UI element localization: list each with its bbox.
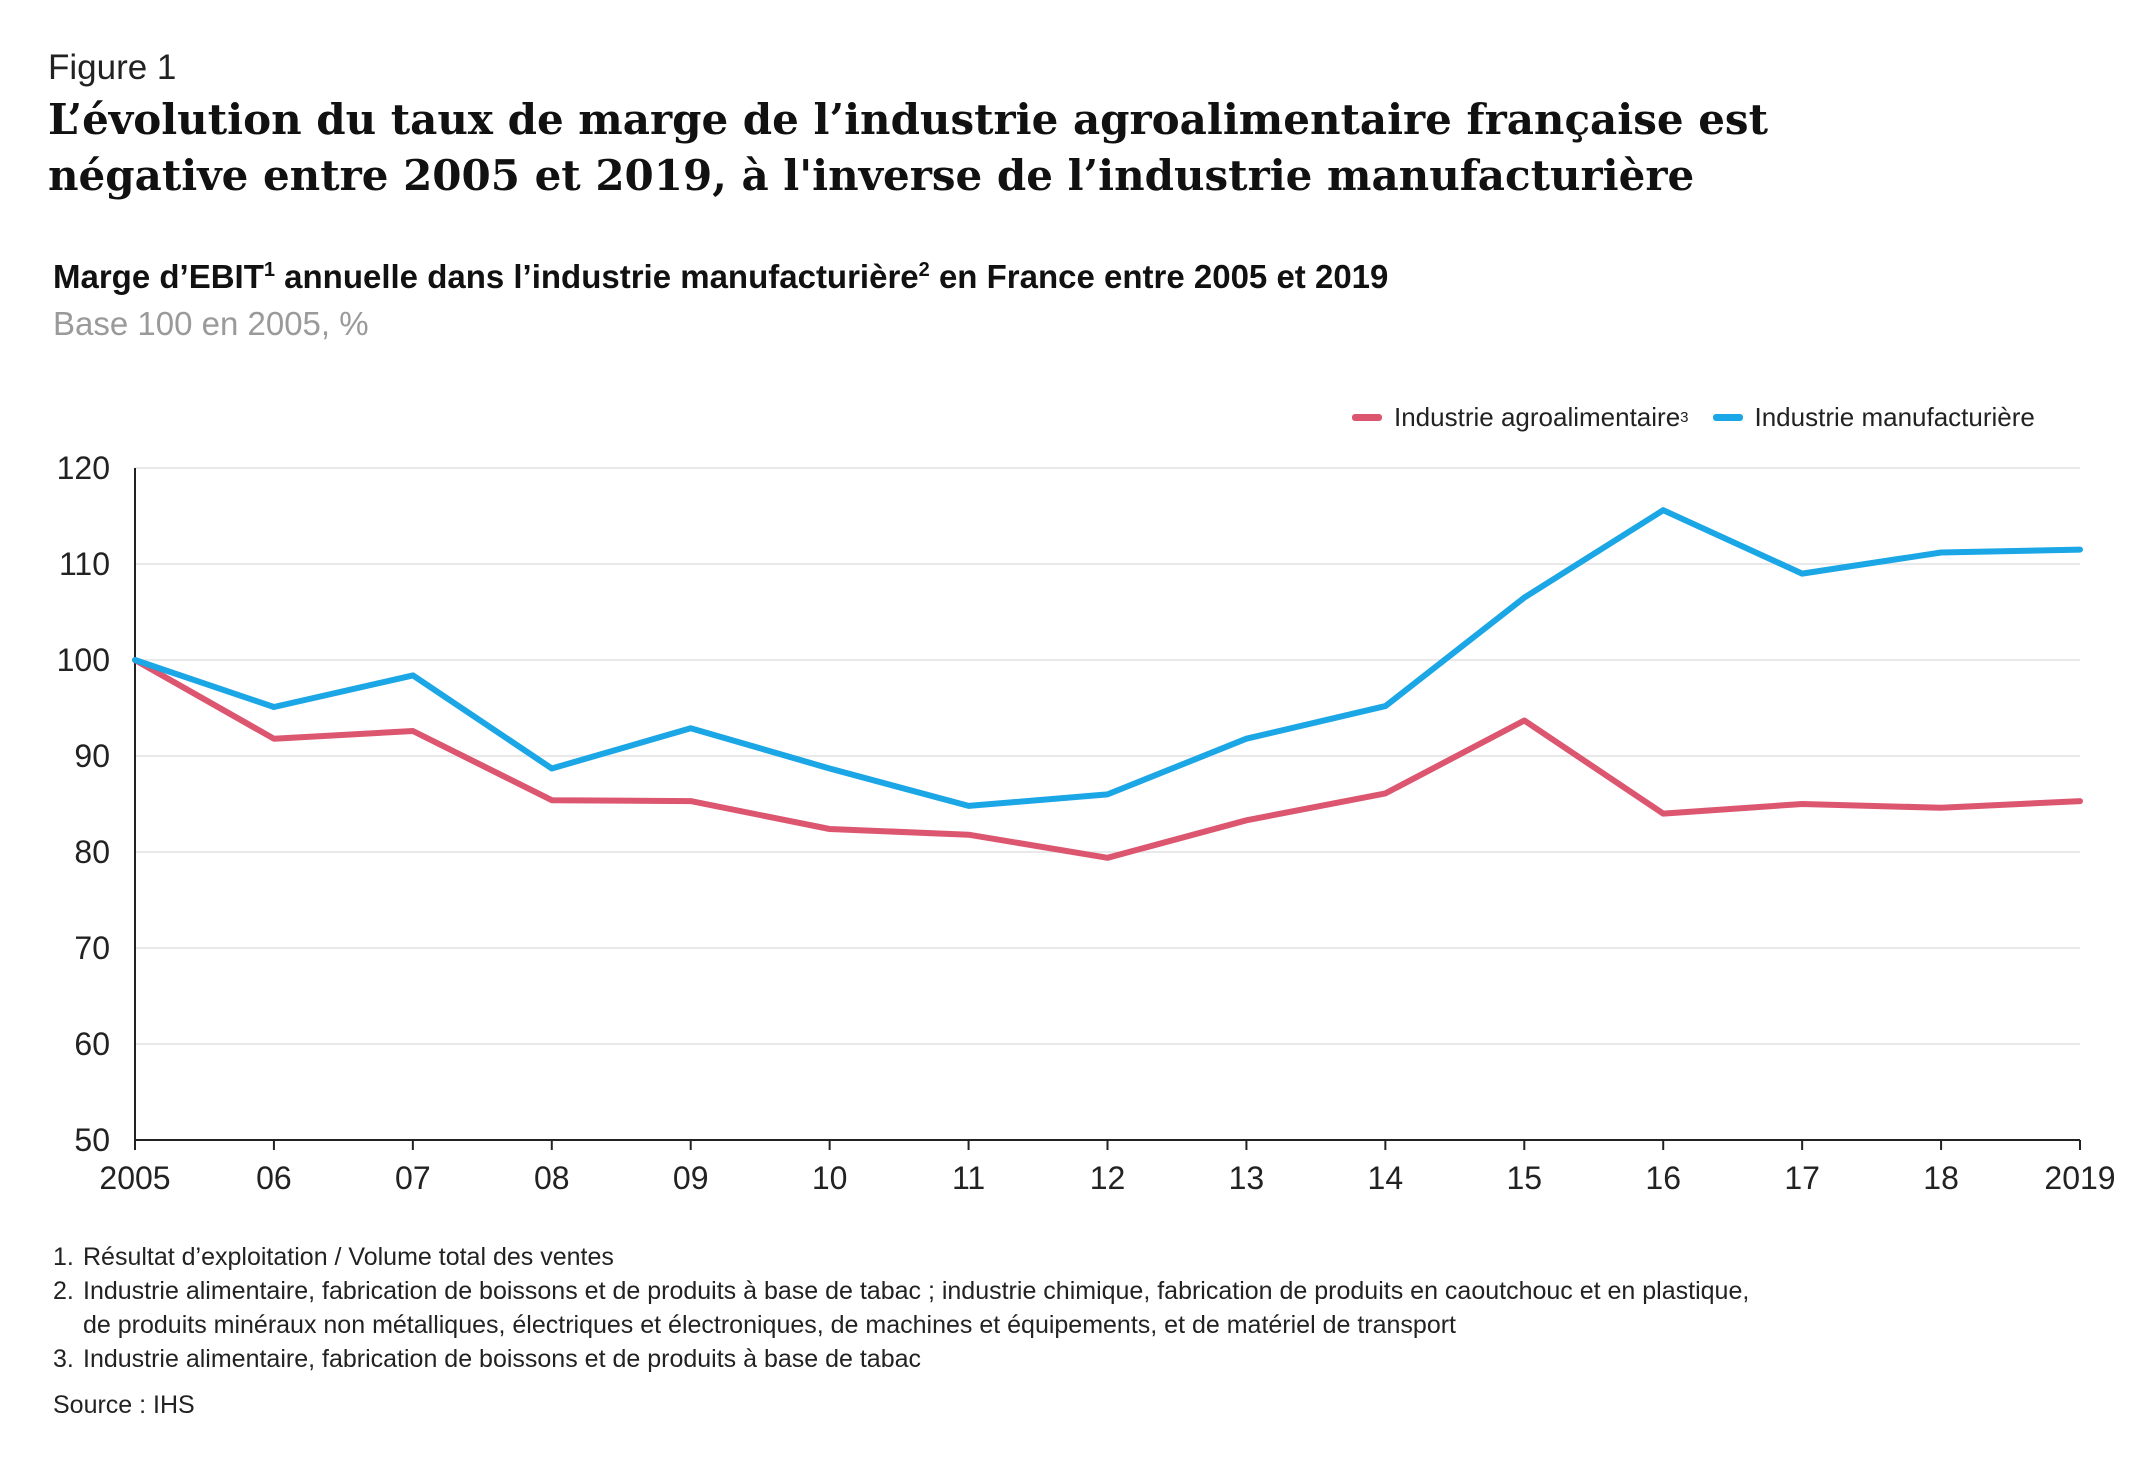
footnote-text: Résultat d’exploitation / Volume total d…	[83, 1243, 614, 1271]
x-tick-label: 10	[812, 1160, 848, 1196]
y-tick-label: 100	[57, 642, 110, 678]
y-tick-label: 70	[74, 930, 110, 966]
x-tick-label: 2005	[99, 1160, 170, 1196]
chart-title-part2: annuelle dans l’industrie manufacturière	[274, 258, 919, 295]
chart-subtitle: Base 100 en 2005, %	[53, 305, 369, 342]
x-tick-label: 09	[673, 1160, 709, 1196]
footnote-3: 3. Industrie alimentaire, fabrication de…	[53, 1342, 1749, 1376]
chart-title-part1: Marge d’EBIT	[53, 258, 264, 295]
footnote-text: Industrie alimentaire, fabrication de bo…	[83, 1277, 1750, 1305]
footnote-number: 3.	[53, 1345, 74, 1373]
x-tick-label: 12	[1090, 1160, 1126, 1196]
x-tick-label: 14	[1368, 1160, 1404, 1196]
footnote-ref-2: 2	[918, 259, 930, 281]
chart-title-part3: en France entre 2005 et 2019	[929, 258, 1389, 295]
line-chart: 50 60 70 80 90 100 110 120 2005 06 07 08 09 10 11 12 13 1…	[57, 450, 2116, 1196]
legend-swatch-agro	[1352, 414, 1382, 421]
legend-item-manuf: Industrie manufacturière	[1712, 402, 2035, 433]
y-tick-label: 120	[57, 450, 110, 486]
figure-label: Figure 1	[48, 48, 177, 87]
x-tick-label: 08	[534, 1160, 570, 1196]
footnote-ref-1: 1	[263, 259, 275, 281]
y-tick-label: 50	[74, 1122, 110, 1158]
footnote-2: 2. Industrie alimentaire, fabrication de…	[53, 1274, 1749, 1342]
footnote-number: 2.	[53, 1277, 74, 1305]
legend: Industrie agroalimentaire 3 Industrie man…	[1352, 402, 2059, 433]
legend-footnote-ref-3: 3	[1680, 409, 1689, 426]
y-tick-label: 90	[74, 738, 110, 774]
legend-swatch-manuf	[1712, 414, 1743, 421]
footnote-number: 1.	[53, 1243, 74, 1271]
x-tick-label: 15	[1506, 1160, 1542, 1196]
x-tick-label: 07	[395, 1160, 431, 1196]
footnote-text: de produits minéraux non métalliques, él…	[83, 1311, 1456, 1339]
footnote-text: Industrie alimentaire, fabrication de bo…	[83, 1345, 922, 1373]
x-tick-label: 18	[1923, 1160, 1959, 1196]
chart-title: Marge d’EBIT1 annuelle dans l’industrie …	[53, 258, 1388, 296]
legend-label-manuf: Industrie manufacturière	[1754, 402, 2035, 432]
series-line-manuf	[132, 507, 2083, 809]
y-tick-label: 80	[74, 834, 110, 870]
footnotes: 1. Résultat d’exploitation / Volume tota…	[53, 1240, 1749, 1422]
source: Source : IHS	[53, 1391, 195, 1419]
legend-item-agro: Industrie agroalimentaire 3	[1352, 402, 1689, 433]
series-line-agro	[132, 657, 2083, 861]
x-tick-label: 17	[1784, 1160, 1820, 1196]
footnote-1: 1. Résultat d’exploitation / Volume tota…	[53, 1240, 1749, 1274]
headline: L’évolution du taux de marge de l’indust…	[48, 95, 1768, 200]
x-tick-label: 16	[1645, 1160, 1681, 1196]
x-tick-label: 2019	[2044, 1160, 2115, 1196]
legend-label-agro: Industrie agroalimentaire	[1394, 402, 1681, 432]
x-tick-label: 06	[256, 1160, 292, 1196]
x-tick-label: 11	[952, 1160, 985, 1196]
x-tick-label: 13	[1229, 1160, 1265, 1196]
y-tick-label: 110	[59, 546, 110, 582]
y-tick-label: 60	[74, 1026, 110, 1062]
